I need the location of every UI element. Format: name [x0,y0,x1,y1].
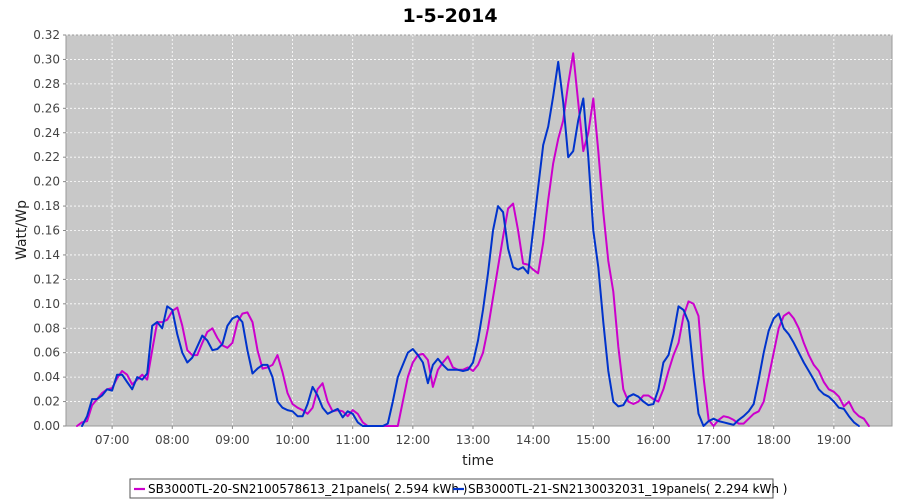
legend-label-series-1: SB3000TL-20-SN2100578613_21panels( 2.594… [148,482,467,496]
y-tick-label: 0.30 [33,52,60,66]
x-tick-label: 19:00 [817,433,852,447]
x-tick-label: 08:00 [155,433,190,447]
y-tick-label: 0.12 [33,272,60,286]
y-tick-label: 0.26 [33,101,60,115]
y-tick-label: 0.18 [33,199,60,213]
y-tick-label: 0.28 [33,77,60,91]
x-axis-label: time [462,453,494,469]
y-tick-label: 0.16 [33,224,60,238]
legend-box [129,478,774,499]
y-tick-label: 0.08 [33,321,60,335]
x-tick-label: 10:00 [275,433,310,447]
y-tick-label: 0.24 [33,126,60,140]
y-tick-label: 0.20 [33,175,60,189]
x-tick-label: 14:00 [516,433,551,447]
chart-title: 1-5-2014 [402,5,497,27]
x-tick-label: 07:00 [95,433,130,447]
x-tick-label: 16:00 [636,433,671,447]
legend: SB3000TL-20-SN2100578613_21panels( 2.594… [129,478,787,499]
y-axis-label: Watt/Wp [14,200,30,260]
y-tick-label: 0.32 [33,28,60,42]
y-tick-label: 0.10 [33,297,60,311]
series-line-2 [81,60,860,427]
legend-label-series-2: SB3000TL-21-SN2130032031_19panels( 2.294… [468,482,787,496]
y-tick-label: 0.04 [33,370,60,384]
y-tick-label: 0.22 [33,150,60,164]
x-tick-label: 18:00 [756,433,791,447]
y-tick-label: 0.06 [33,346,60,360]
y-tick-label: 0.14 [33,248,60,262]
x-tick-label: 13:00 [456,433,491,447]
x-tick-label: 11:00 [335,433,370,447]
axis-layer: 0.00 0.02 0.04 0.06 0.08 0.10 0.12 0.14 0.16 0.18… [33,28,851,447]
x-tick-label: 17:00 [696,433,731,447]
y-tick-label: 0.02 [33,395,60,409]
x-tick-label: 12:00 [396,433,431,447]
x-tick-label: 09:00 [215,433,250,447]
series-layer [76,52,870,427]
y-tick-label: 0.00 [33,419,60,433]
x-tick-label: 15:00 [576,433,611,447]
